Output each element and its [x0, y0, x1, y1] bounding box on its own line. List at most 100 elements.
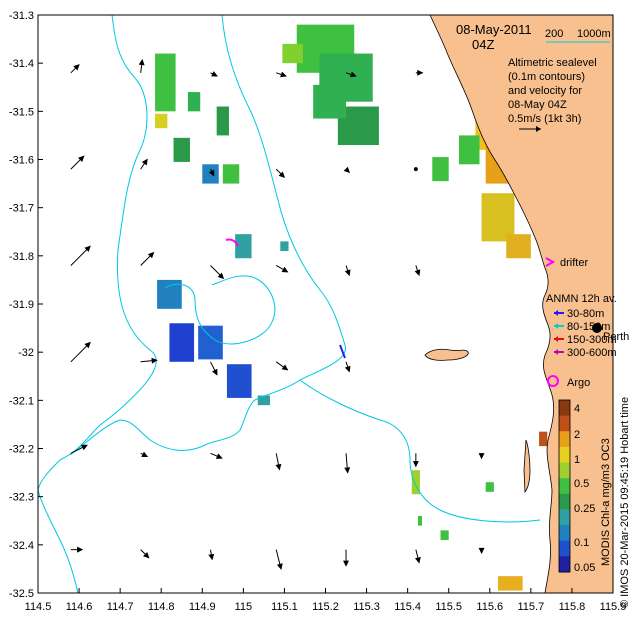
chl-patch [173, 137, 190, 162]
colorbar-tick-label: 4 [574, 403, 580, 415]
velocity-arrow [344, 361, 351, 373]
x-tick-label: 114.8 [148, 601, 175, 613]
credit-text: © IMOS 20-Mar-2015 09:45:19 Hobart time [619, 397, 631, 608]
svg-text:150-300m: 150-300m [567, 334, 617, 346]
colorbar-segment [559, 540, 570, 557]
velocity-arrow [414, 549, 421, 564]
colorbar-border [558, 399, 571, 573]
colorbar-tick-label: 0.05 [574, 562, 595, 574]
chl-patch [481, 193, 515, 242]
velocity-arrow [210, 452, 223, 459]
contour-200m [69, 14, 346, 456]
y-tick-label: -31.7 [9, 203, 34, 215]
title-date: 08-May-2011 [456, 22, 532, 37]
chl-patch [155, 113, 168, 129]
y-tick-label: -32 [18, 347, 34, 359]
chl-patch [202, 164, 219, 184]
y-axis: -31.3 -31.4 -31.5 -31.6 -31.7 -31.8 -31.9 -32 -3… [9, 10, 43, 600]
note-line4: 08-May 04Z [508, 99, 567, 111]
y-tick-label: -31.9 [9, 299, 34, 311]
velocity-arrow [210, 71, 218, 77]
y-tick-label: -31.5 [9, 106, 34, 118]
velocity-arrow [275, 361, 289, 371]
y-tick-label: -32.3 [9, 492, 34, 504]
colorbar-tick-label: 0.5 [574, 478, 589, 490]
chl-patch [155, 53, 176, 112]
x-tick-label: 115.1 [271, 601, 298, 613]
velocity-arrow [478, 547, 485, 554]
depth-label-200: 200 [545, 28, 563, 40]
x-tick-label: 114.6 [66, 601, 93, 613]
contour-inner [164, 275, 276, 345]
colorbar-segment [559, 478, 570, 495]
velocity-arrow [70, 245, 91, 266]
x-tick-label: 115.7 [517, 601, 544, 613]
chl-patch [313, 84, 347, 119]
x-tick-label: 115.5 [435, 601, 462, 613]
chl-patch [198, 325, 223, 360]
drifter-label: drifter [560, 257, 588, 269]
scale-arrow [519, 126, 541, 132]
x-tick-label: 115.6 [476, 601, 503, 613]
velocity-arrow [140, 549, 150, 559]
velocity-arrow [70, 341, 91, 363]
contour-south [37, 489, 79, 594]
y-tick-label: -32.5 [9, 588, 34, 600]
chl-patch [222, 164, 240, 184]
colorbar-segment [559, 556, 570, 573]
anmn-legend-item: 300-600m [554, 347, 617, 359]
anmn-legend-item: 30-80m [554, 308, 604, 320]
note-line5: 0.5m/s (1kt 3h) [508, 113, 581, 125]
anmn-legend-item: 150-300m [554, 334, 617, 346]
drifter-track-2 [339, 344, 346, 359]
chl-patch [280, 241, 289, 252]
y-tick-label: -32.1 [9, 395, 34, 407]
y-tick-label: -31.8 [9, 251, 34, 263]
svg-text:30-80m: 30-80m [567, 308, 604, 320]
drifter-marker [545, 257, 556, 267]
x-tick-label: 114.9 [189, 601, 216, 613]
x-tick-label: 115.8 [559, 601, 586, 613]
contour-se [299, 379, 541, 523]
velocity-arrow [208, 549, 215, 561]
y-tick-label: -31.4 [9, 58, 34, 70]
perth-label: Perth [603, 331, 629, 343]
chl-patch [169, 323, 195, 362]
velocity-arrow [344, 453, 351, 474]
velocity-arrow [140, 158, 148, 170]
velocity-arrow [275, 453, 282, 471]
rottnest-island [424, 348, 469, 361]
perth-dot [592, 323, 602, 333]
velocity-arrow [275, 168, 286, 178]
chl-patch [485, 482, 494, 492]
note-line2: (0.1m contours) [508, 71, 585, 83]
colorbar-segment [559, 493, 570, 510]
chl-patch [498, 576, 523, 591]
velocity-arrow [343, 166, 351, 174]
velocity-arrow [208, 168, 215, 177]
velocity-arrow [138, 58, 145, 73]
y-tick-label: -32.4 [9, 540, 34, 552]
x-tick-label: 115.4 [394, 601, 421, 613]
velocity-arrow [412, 453, 419, 468]
velocity-arrow [276, 71, 287, 78]
anmn-title: ANMN 12h av. [546, 293, 617, 305]
y-tick-label: -31.6 [9, 155, 34, 167]
chl-patch [235, 234, 252, 259]
chl-patch [226, 364, 252, 398]
chl-patch [539, 431, 548, 447]
argo-label: Argo [567, 377, 590, 389]
velocity-arrow [275, 549, 283, 570]
drifter-track [225, 238, 239, 247]
colorbar-tick-label: 2 [574, 429, 580, 441]
colorbar-segment [559, 400, 570, 417]
colorbar-label: MODIS Chl-a mg/m3 OC3 [600, 438, 612, 566]
garden-island [523, 439, 531, 494]
velocity-arrow [413, 167, 418, 172]
chl-patch [432, 157, 449, 182]
velocity-arrows [70, 58, 485, 570]
velocity-arrow [140, 451, 149, 458]
bathymetry-contours [37, 14, 541, 594]
velocity-arrow [70, 546, 84, 553]
chl-patch [506, 234, 531, 259]
